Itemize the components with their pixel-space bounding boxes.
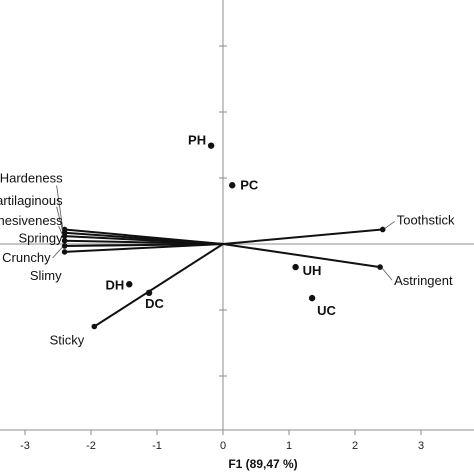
observation-label: UH xyxy=(303,263,322,278)
variable-vector-endpoint xyxy=(377,264,383,270)
observation-point xyxy=(229,182,236,189)
label-leader-line xyxy=(58,225,63,236)
x-tick-label: 3 xyxy=(418,440,424,452)
observation-points: PH PC DH DC UH UC xyxy=(105,133,336,318)
variable-label: Toothstick xyxy=(397,212,455,227)
variable-vector xyxy=(222,228,383,245)
variable-label: Cartilaginous xyxy=(0,193,63,208)
x-tick-label: 2 xyxy=(352,440,358,452)
axes: -3 -2 -1 0 1 2 3 xyxy=(0,0,474,452)
variable-label: Slimy xyxy=(30,268,62,283)
label-leader-line xyxy=(384,221,395,229)
x-tick-label: 1 xyxy=(286,440,292,452)
label-leader-line xyxy=(381,267,393,281)
observation-point xyxy=(292,263,299,271)
observation-label: PC xyxy=(240,177,259,192)
variable-vector-endpoint xyxy=(61,249,68,255)
variable-vectors: Hardeness Cartilaginous Adhesiveness Spring… xyxy=(0,170,455,347)
variable-label: Springy xyxy=(19,231,64,246)
variable-vector-endpoint xyxy=(61,237,68,244)
variable-label: Adhesiveness xyxy=(0,213,63,228)
variable-vector-endpoint xyxy=(379,226,386,233)
observation-label: PH xyxy=(188,133,206,148)
variable-label: Astringent xyxy=(394,273,453,288)
label-leader-line xyxy=(56,185,63,228)
variable-label: Hardeness xyxy=(0,170,63,185)
observation-point xyxy=(126,281,133,288)
x-axis-title: F1 (89,47 %) xyxy=(228,457,297,471)
x-tick-label: -2 xyxy=(86,440,96,452)
variable-vector xyxy=(93,243,224,328)
x-tick-label: -1 xyxy=(152,440,162,452)
observation-point xyxy=(145,289,153,297)
observation-label: DH xyxy=(105,277,124,292)
variable-vector-endpoint xyxy=(61,233,68,239)
observation-point xyxy=(308,294,316,302)
variable-label: Crunchy xyxy=(2,250,51,265)
label-leader-line xyxy=(56,206,63,231)
variable-vector-endpoint xyxy=(61,243,68,249)
variable-vector-endpoint xyxy=(91,323,98,330)
variable-vector xyxy=(64,243,224,253)
x-tick-label: 0 xyxy=(220,440,226,452)
observation-label: DC xyxy=(145,296,164,311)
variable-label: Sticky xyxy=(50,333,85,348)
observation-point xyxy=(207,142,215,149)
x-tick-label: -3 xyxy=(20,440,30,452)
observation-label: UC xyxy=(317,303,336,318)
variable-vector xyxy=(222,243,381,269)
label-leader-line xyxy=(52,246,63,259)
